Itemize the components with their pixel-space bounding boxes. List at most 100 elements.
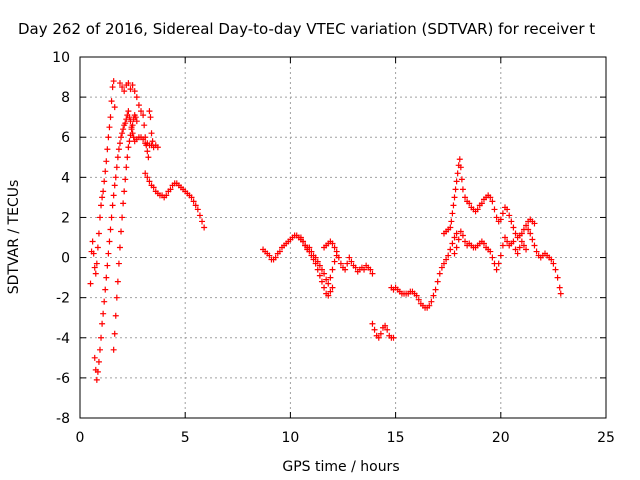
data-point (453, 230, 460, 237)
data-point (344, 260, 351, 267)
data-point (348, 258, 355, 265)
y-tick-label: -8 (56, 411, 70, 427)
data-point (120, 126, 127, 133)
data-point (523, 222, 530, 229)
data-point (106, 124, 113, 131)
data-point (323, 276, 330, 283)
data-point (129, 122, 136, 129)
data-point (466, 200, 473, 207)
data-point (145, 154, 152, 161)
data-point (337, 260, 344, 267)
data-point (131, 88, 138, 95)
data-point (96, 214, 103, 221)
data-point (123, 116, 130, 123)
data-point (523, 246, 530, 253)
data-point (130, 134, 137, 141)
data-point (329, 240, 336, 247)
data-point (106, 238, 113, 245)
data-point (525, 226, 532, 233)
data-point (512, 230, 519, 237)
data-point (557, 290, 564, 297)
data-point (504, 206, 511, 213)
data-point (300, 238, 307, 245)
data-point (499, 242, 506, 249)
data-point (443, 256, 450, 263)
data-point (150, 184, 157, 191)
data-point (142, 170, 149, 177)
x-tick-label: 5 (181, 430, 190, 446)
data-point (478, 200, 485, 207)
data-point (448, 218, 455, 225)
data-point (453, 244, 460, 251)
data-point (108, 98, 115, 105)
data-point (154, 144, 161, 151)
data-point (116, 244, 123, 251)
data-point (111, 182, 118, 189)
data-point (369, 270, 376, 277)
data-point (506, 212, 513, 219)
data-point (321, 270, 328, 277)
data-point (455, 236, 462, 243)
data-point (502, 234, 509, 241)
data-point (335, 254, 342, 261)
data-point (432, 286, 439, 293)
data-point (493, 266, 500, 273)
data-point (120, 200, 127, 207)
data-points (87, 78, 564, 383)
data-point (325, 292, 332, 299)
data-point (110, 346, 117, 353)
data-point (497, 252, 504, 259)
data-point (99, 194, 106, 201)
data-point (493, 214, 500, 221)
data-point (199, 218, 206, 225)
data-point (95, 358, 102, 365)
x-tick-label: 0 (76, 430, 85, 446)
data-point (90, 250, 97, 257)
data-point (510, 238, 517, 245)
data-point (457, 164, 464, 171)
data-point (346, 254, 353, 261)
data-point (449, 210, 456, 217)
data-point (527, 230, 534, 237)
data-point (125, 80, 132, 87)
data-point (480, 240, 487, 247)
data-point (102, 286, 109, 293)
data-point (415, 296, 422, 303)
data-point (314, 258, 321, 265)
data-point (111, 330, 118, 337)
data-point (126, 138, 133, 145)
axis-ticks: 0 5 10 15 20 25 -8 -6 -4 -2 0 2 4 6 8 10 (52, 50, 615, 446)
data-point (100, 188, 107, 195)
data-point (489, 198, 496, 205)
data-point (94, 368, 101, 375)
data-point (459, 232, 466, 239)
data-point (367, 266, 374, 273)
data-point (144, 174, 151, 181)
data-point (92, 270, 99, 277)
data-point (451, 194, 458, 201)
data-point (352, 264, 359, 271)
data-point (196, 212, 203, 219)
data-point (504, 238, 511, 245)
data-point (454, 170, 461, 177)
data-point (318, 266, 325, 273)
data-point (453, 178, 460, 185)
data-point (147, 114, 154, 121)
data-point (306, 244, 313, 251)
data-point (113, 164, 120, 171)
data-point (100, 310, 107, 317)
data-point (308, 248, 315, 255)
data-point (112, 312, 119, 319)
data-point (531, 220, 538, 227)
data-point (458, 176, 465, 183)
data-point (89, 238, 96, 245)
data-point (101, 298, 108, 305)
data-point (127, 86, 134, 93)
data-point (110, 78, 117, 85)
data-point (93, 260, 100, 267)
y-tick-label: 8 (61, 90, 70, 106)
data-point (114, 154, 121, 161)
data-point (163, 192, 170, 199)
data-point (146, 108, 153, 115)
